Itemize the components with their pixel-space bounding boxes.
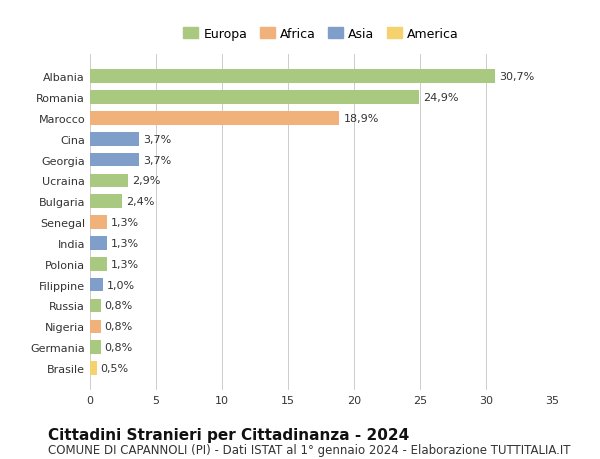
Text: 2,4%: 2,4% [125,197,154,207]
Text: 24,9%: 24,9% [422,93,458,103]
Text: 1,0%: 1,0% [107,280,135,290]
Bar [90,237,107,250]
Legend: Europa, Africa, Asia, America: Europa, Africa, Asia, America [184,28,458,41]
Bar [90,361,97,375]
Text: 0,5%: 0,5% [101,363,128,373]
Bar [90,70,495,84]
Bar [90,257,107,271]
Bar [90,278,103,292]
Text: 1,3%: 1,3% [111,259,139,269]
Text: 0,8%: 0,8% [104,322,133,331]
Bar [90,299,101,313]
Text: 18,9%: 18,9% [343,114,379,123]
Bar [90,133,139,146]
Text: 3,7%: 3,7% [143,155,171,165]
Bar [90,174,128,188]
Text: 1,3%: 1,3% [111,218,139,228]
Text: Cittadini Stranieri per Cittadinanza - 2024: Cittadini Stranieri per Cittadinanza - 2… [48,427,409,442]
Bar [90,91,419,105]
Text: 1,3%: 1,3% [111,238,139,248]
Bar [90,320,101,333]
Text: 0,8%: 0,8% [104,301,133,311]
Bar [90,195,122,208]
Bar [90,341,101,354]
Text: 30,7%: 30,7% [499,72,535,82]
Text: 0,8%: 0,8% [104,342,133,353]
Bar [90,153,139,167]
Text: 2,9%: 2,9% [132,176,161,186]
Text: COMUNE DI CAPANNOLI (PI) - Dati ISTAT al 1° gennaio 2024 - Elaborazione TUTTITAL: COMUNE DI CAPANNOLI (PI) - Dati ISTAT al… [48,443,571,456]
Bar [90,112,340,125]
Text: 3,7%: 3,7% [143,134,171,145]
Bar [90,216,107,230]
